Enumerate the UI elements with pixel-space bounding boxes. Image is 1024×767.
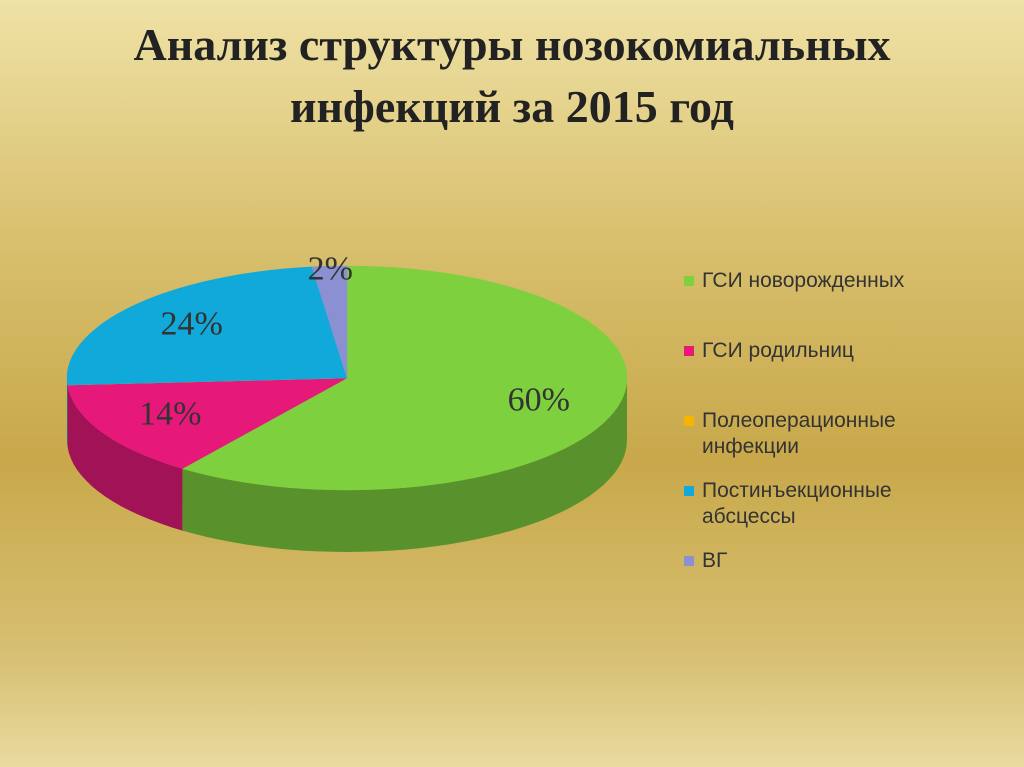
legend: ГСИ новорожденных ГСИ родильниц Полеоперац…: [684, 268, 984, 618]
legend-swatch: [684, 556, 694, 566]
legend-swatch: [684, 276, 694, 286]
pie-slice: [311, 265, 348, 379]
legend-label: ГСИ родильниц: [702, 339, 854, 362]
pie-slice: [66, 266, 348, 386]
data-label: 60%: [508, 382, 570, 419]
data-label: 14%: [139, 396, 201, 433]
legend-item: Полеоперационные инфекции: [684, 408, 984, 478]
chart-title: Анализ структуры нозокомиальных инфекций…: [133, 19, 891, 132]
pie-slice: [67, 377, 348, 469]
pie-slice: [181, 265, 628, 491]
legend-item: ВГ: [684, 548, 984, 618]
legend-item: ГСИ родильниц: [684, 338, 984, 408]
legend-label: ГСИ новорожденных: [702, 269, 905, 292]
legend-swatch: [684, 486, 694, 496]
pie-side: [67, 378, 68, 447]
legend-label: Полеоперационные инфекции: [702, 409, 896, 458]
data-label: 24%: [161, 305, 223, 342]
legend-item: Постинъекционные абсцессы: [684, 478, 984, 548]
pie-side: [182, 378, 627, 552]
data-label: 2%: [308, 251, 353, 288]
legend-swatch: [684, 346, 694, 356]
legend-label: ВГ: [702, 549, 728, 572]
legend-swatch: [684, 416, 694, 426]
legend-item: ГСИ новорожденных: [684, 268, 984, 338]
pie-side: [67, 385, 183, 531]
legend-label: Постинъекционные абсцессы: [702, 479, 892, 528]
